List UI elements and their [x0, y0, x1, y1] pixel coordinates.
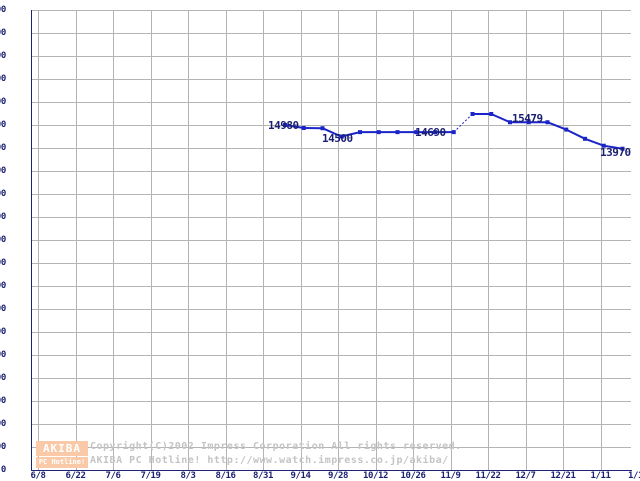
gridline-horizontal — [31, 10, 631, 11]
gridline-horizontal — [31, 263, 631, 264]
gridline-horizontal — [31, 194, 631, 195]
gridline-vertical — [488, 10, 489, 470]
gridline-horizontal — [31, 148, 631, 149]
gridline-vertical — [76, 10, 77, 470]
gridline-horizontal — [31, 378, 631, 379]
y-axis-tick-label: 17000 — [0, 75, 6, 84]
y-axis-tick-label: 5000 — [0, 351, 6, 360]
y-axis-tick-label: 6000 — [0, 328, 6, 337]
gridline-horizontal — [31, 332, 631, 333]
gridline-vertical — [226, 10, 227, 470]
gridline-horizontal — [31, 240, 631, 241]
copyright-text: Copyright(C)2002 Impress Corporation All… — [90, 441, 462, 453]
gridline-horizontal — [31, 171, 631, 172]
y-axis-tick-label: 3000 — [0, 397, 6, 406]
gridline-vertical — [151, 10, 152, 470]
gridline-horizontal — [31, 309, 631, 310]
gridline-horizontal — [31, 401, 631, 402]
logo-subtitle: PC Hotline! — [36, 457, 88, 468]
y-axis-tick-label: 18000 — [0, 52, 6, 61]
y-axis-tick-label: 12000 — [0, 190, 6, 199]
data-value-label: 13970 — [600, 147, 631, 158]
gridline-horizontal — [31, 79, 631, 80]
gridline-vertical — [601, 10, 602, 470]
data-value-label: 14980 — [268, 120, 299, 131]
data-value-label: 15479 — [512, 113, 543, 124]
gridline-horizontal — [31, 424, 631, 425]
gridline-horizontal — [31, 217, 631, 218]
y-axis-tick-label: 14000 — [0, 144, 6, 153]
y-axis-tick-label: 19000 — [0, 29, 6, 38]
gridline-vertical — [263, 10, 264, 470]
gridline-horizontal — [31, 56, 631, 57]
gridline-horizontal — [31, 355, 631, 356]
y-axis-tick-label: 4000 — [0, 374, 6, 383]
y-axis-tick-label: 13000 — [0, 167, 6, 176]
y-axis-tick-label: 2000 — [0, 420, 6, 429]
gridline-horizontal — [31, 125, 631, 126]
gridline-vertical — [301, 10, 302, 470]
gridline-vertical — [563, 10, 564, 470]
gridline-vertical — [376, 10, 377, 470]
axis-left — [31, 10, 32, 471]
y-axis-tick-label: 20000 — [0, 6, 6, 15]
gridline-horizontal — [31, 102, 631, 103]
y-axis-tick-label: 0 — [1, 466, 6, 475]
gridline-vertical — [188, 10, 189, 470]
gridline-vertical — [338, 10, 339, 470]
gridline-horizontal — [31, 33, 631, 34]
plot-area — [31, 10, 631, 470]
logo-title: AKIBA — [36, 441, 88, 456]
gridline-vertical — [38, 10, 39, 470]
gridline-horizontal — [31, 286, 631, 287]
gridline-vertical — [113, 10, 114, 470]
gridline-vertical — [526, 10, 527, 470]
gridline-vertical — [413, 10, 414, 470]
y-axis-tick-label: 15000 — [0, 121, 6, 130]
akiba-logo-watermark: AKIBA PC Hotline! — [36, 441, 88, 469]
y-axis-tick-label: 7000 — [0, 305, 6, 314]
data-value-label: 14500 — [322, 133, 353, 144]
y-axis-tick-label: 11000 — [0, 213, 6, 222]
y-axis-tick-label: 16000 — [0, 98, 6, 107]
y-axis-tick-label: 10000 — [0, 236, 6, 245]
gridline-vertical — [451, 10, 452, 470]
y-axis-tick-label: 1000 — [0, 443, 6, 452]
y-axis-tick-label: 8000 — [0, 282, 6, 291]
source-url-text: AKIBA PC Hotline! http://www.watch.impre… — [90, 455, 449, 467]
data-value-label: 14690 — [415, 127, 446, 138]
y-axis-tick-label: 9000 — [0, 259, 6, 268]
